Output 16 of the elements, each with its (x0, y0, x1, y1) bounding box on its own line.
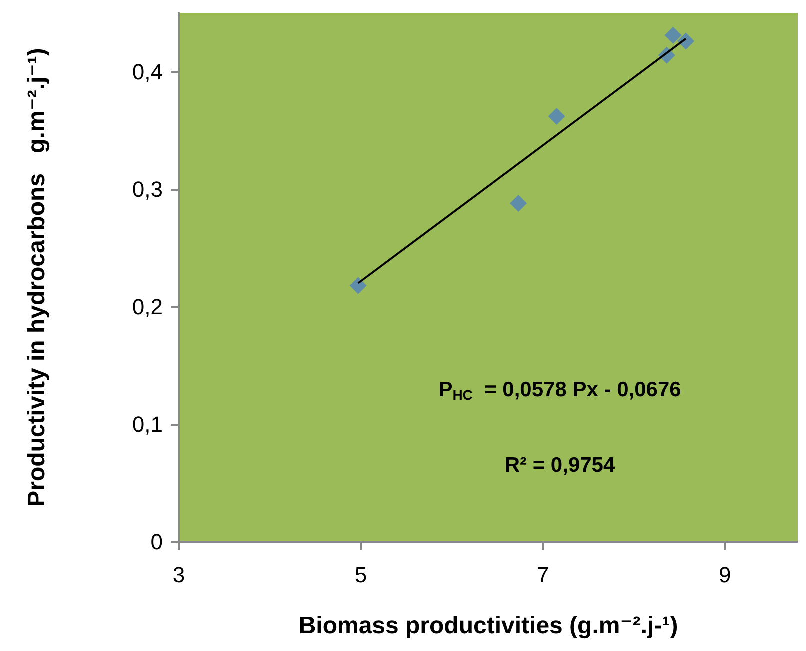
y-tick-label: 0,3 (132, 176, 163, 202)
y-tick-label: 0 (150, 530, 163, 554)
x-tick-label: 3 (172, 562, 186, 588)
point (548, 108, 566, 125)
x-tick-label: 7 (536, 562, 550, 588)
point (510, 194, 528, 212)
annotation: R² = 0,9754 (504, 454, 616, 477)
x-tick-label: 9 (719, 562, 732, 588)
y-axis-title: Productivity in hydrocarbons g.m⁻².j⁻¹) (24, 48, 50, 507)
x-axis-title: Biomass productivities (g.m⁻².j-¹) (298, 612, 678, 640)
y-tick-label: 0,4 (132, 59, 163, 84)
point (350, 277, 367, 294)
y-tick-label: 0,2 (132, 294, 163, 320)
y-tick-label: 0,1 (132, 412, 163, 437)
x-tick-label: 5 (354, 562, 368, 588)
point (664, 26, 682, 44)
